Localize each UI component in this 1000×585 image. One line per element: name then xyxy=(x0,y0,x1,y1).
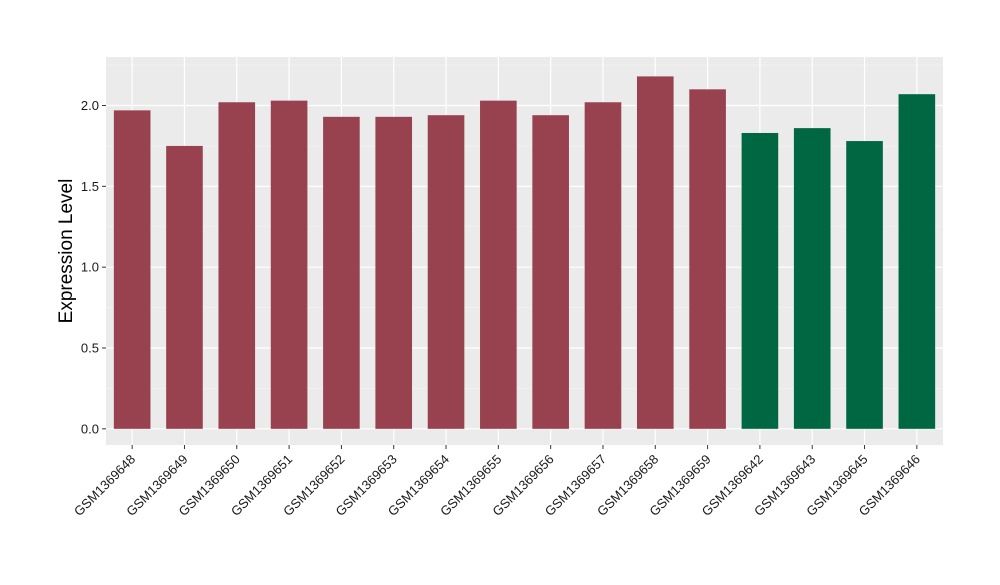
y-tick-label: 0.5 xyxy=(81,341,99,356)
bar-series xyxy=(113,76,936,429)
bar-gsm1369649 xyxy=(166,145,203,429)
bar-gsm1369642 xyxy=(741,132,779,429)
bar-gsm1369659 xyxy=(689,89,726,429)
bar-gsm1369656 xyxy=(532,115,569,429)
y-tick-label: 2.0 xyxy=(81,98,99,113)
bar-gsm1369652 xyxy=(323,116,360,429)
bar-gsm1369655 xyxy=(480,100,517,429)
y-axis-title: Expression Level xyxy=(56,179,77,324)
bar-gsm1369658 xyxy=(636,76,674,429)
bar-gsm1369651 xyxy=(270,100,308,429)
bar-gsm1369648 xyxy=(113,110,151,429)
y-axis: 0.0 0.5 1.0 1.5 2.0 xyxy=(81,98,106,436)
x-axis: GSM1369648GSM1369649GSM1369650GSM1369651… xyxy=(71,445,923,519)
bar-gsm1369645 xyxy=(846,141,883,429)
bar-gsm1369653 xyxy=(375,116,413,429)
bar-gsm1369646 xyxy=(898,94,936,429)
y-tick-label: 1.5 xyxy=(81,179,99,194)
bar-gsm1369654 xyxy=(427,115,465,429)
bar-gsm1369643 xyxy=(793,128,831,429)
y-tick-label: 0.0 xyxy=(81,421,99,436)
bar-gsm1369650 xyxy=(218,102,256,429)
y-tick-label: 1.0 xyxy=(81,260,99,275)
bar-gsm1369657 xyxy=(584,102,622,429)
